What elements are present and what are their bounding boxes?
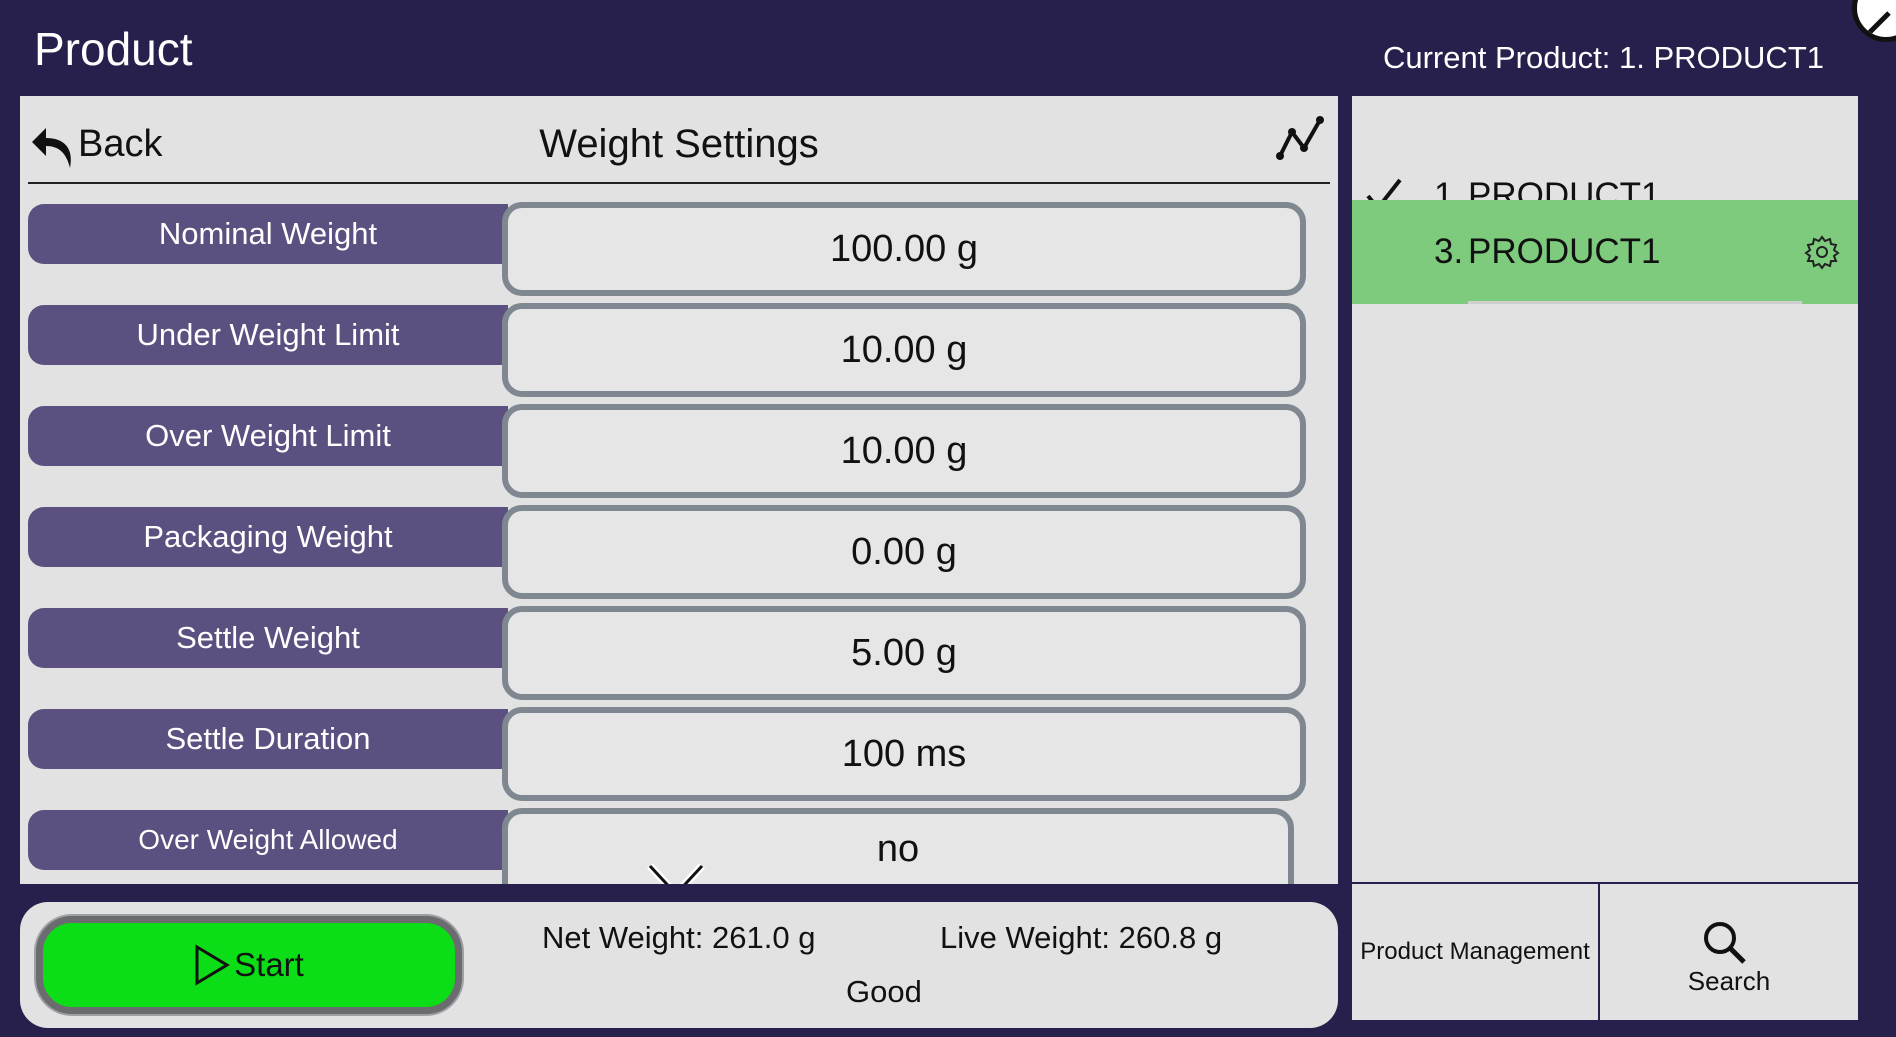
over-weight-allowed-field[interactable]: no [502, 808, 1294, 884]
settle-weight-label: Settle Weight [28, 608, 508, 668]
live-weight-readout: Live Weight: 260.8 g [940, 920, 1223, 955]
search-button[interactable]: Search [1600, 882, 1858, 1020]
product-list: 1. PRODUCT1 3. PRODUCT1 [1352, 96, 1858, 882]
start-label: Start [234, 946, 304, 983]
over-weight-limit-field[interactable]: 10.00 g [502, 404, 1306, 498]
chevron-down-icon[interactable] [646, 862, 706, 884]
weight-settings-panel: Back Weight Settings Nominal Weight 100.… [20, 96, 1338, 884]
current-product-label: Current Product: 1. PRODUCT1 [1382, 40, 1824, 75]
under-weight-limit-field[interactable]: 10.00 g [502, 303, 1306, 397]
back-label: Back [78, 122, 163, 165]
product-management-button[interactable]: Product Management [1352, 882, 1600, 1020]
status-text: Good [846, 974, 922, 1009]
packaging-weight-field[interactable]: 0.00 g [502, 505, 1306, 599]
back-button[interactable]: Back [30, 118, 162, 170]
nominal-weight-label: Nominal Weight [28, 204, 508, 264]
search-label: Search [1687, 966, 1771, 996]
settle-weight-field[interactable]: 5.00 g [502, 606, 1306, 700]
product-number: 3. [1434, 232, 1464, 271]
over-weight-limit-label: Over Weight Limit [28, 406, 508, 466]
divider [28, 182, 1330, 184]
nominal-weight-field[interactable]: 100.00 g [502, 202, 1306, 296]
status-bar: Start Net Weight: 261.0 g Live Weight: 2… [20, 902, 1338, 1028]
page-title: Product [34, 23, 193, 75]
divider [1468, 301, 1802, 304]
search-icon [1704, 922, 1746, 964]
settle-duration-field[interactable]: 100 ms [502, 707, 1306, 801]
settle-duration-label: Settle Duration [28, 709, 508, 769]
play-icon [195, 944, 231, 986]
packaging-weight-label: Packaging Weight [28, 507, 508, 567]
over-weight-allowed-label: Over Weight Allowed [28, 810, 508, 870]
under-weight-limit-label: Under Weight Limit [28, 305, 508, 365]
panel-title: Weight Settings [539, 122, 819, 166]
trend-chart-icon[interactable] [1274, 114, 1326, 164]
product-list-item-selected[interactable]: 3. PRODUCT1 [1352, 200, 1858, 304]
product-name: PRODUCT1 [1468, 232, 1661, 271]
start-button[interactable]: Start [36, 916, 462, 1014]
net-weight-readout: Net Weight: 261.0 g [542, 920, 816, 955]
back-arrow-icon [32, 128, 71, 168]
gear-icon[interactable] [1804, 234, 1840, 270]
close-icon[interactable] [1852, 0, 1896, 42]
